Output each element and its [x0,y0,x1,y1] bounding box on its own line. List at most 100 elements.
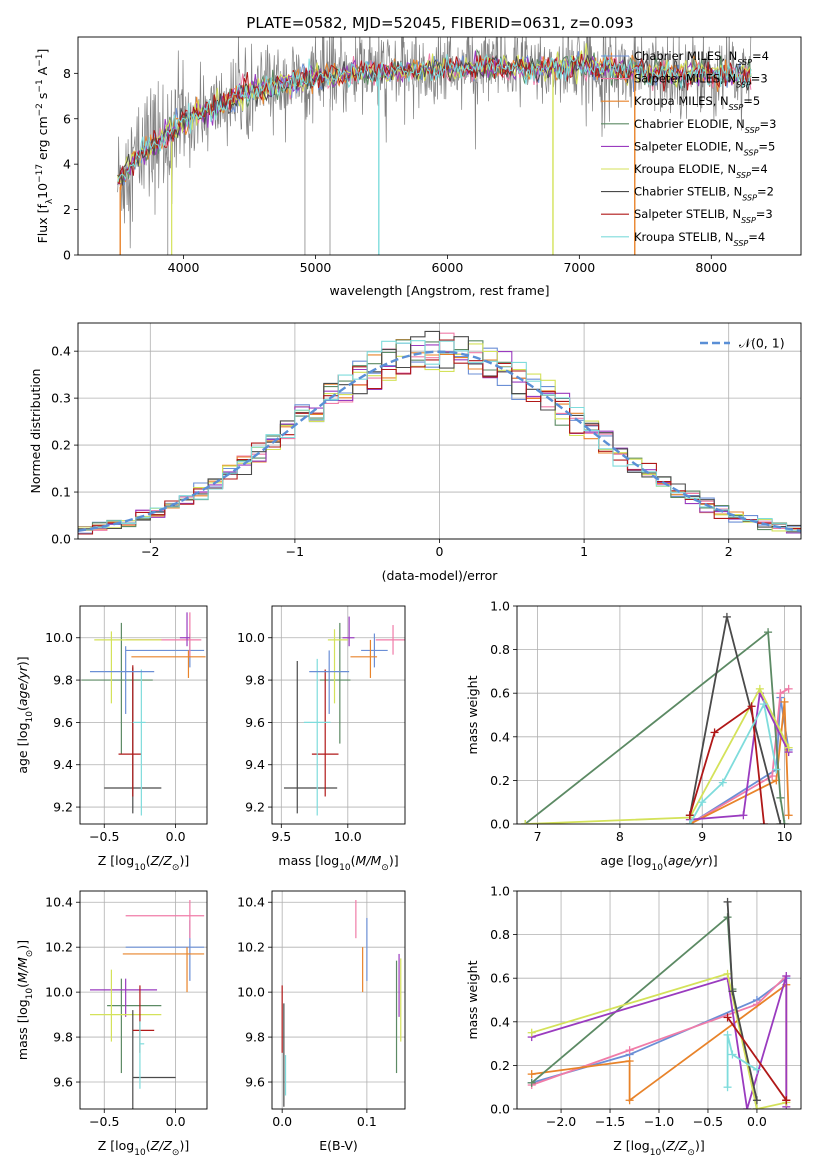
y-tick-label: 0.1 [51,485,71,500]
mass-weight-marker [723,1013,732,1022]
panel-spectrum: 4000 5000 6000 7000 8000 0 2 4 6 8 Chabrier MILES,… [35,36,802,298]
errorbar-point [132,669,146,816]
x-axis-label: (data-model)/error [382,568,499,583]
x-tick-label: 0 [436,544,444,559]
mass-weight-marker [710,728,719,737]
y-tick-label: 9.4 [53,757,73,772]
mass-weight-marker [776,689,785,698]
x-tick-label: −0.5 [89,829,119,844]
x-tick-label: 7000 [563,260,595,275]
mass-weight-marker [752,1105,761,1109]
mass-weight-marker [764,628,773,637]
mass-weight-marker [718,778,727,787]
plot-area [78,330,801,535]
y-tick-label: 0.8 [490,642,510,657]
errorbar-point [375,625,405,655]
x-tick-label: −0.5 [693,1114,723,1129]
plot-area [81,612,206,816]
mass-weight-line [531,975,788,1109]
x-tick-label: 8000 [695,260,727,275]
mass-weight-marker [782,1096,791,1105]
mass-weight-marker [739,811,748,820]
mass-weight-marker [759,820,768,824]
y-tick-label: 0.4 [490,729,510,744]
x-tick-label: 1 [580,544,588,559]
x-tick-label: 5000 [300,260,332,275]
y-tick-label: 0.3 [51,391,71,406]
normal-curve [78,350,801,532]
mass-weight-marker [685,811,694,820]
plot-area [89,899,205,1109]
legend-entry: Salpeter MILES, NSSP=3 [634,72,768,90]
y-tick-label: 0.6 [490,971,510,986]
y-tick-label: 10.4 [237,895,265,910]
mass-weight-marker [625,1096,634,1105]
panel-weight_vs_Z: −2.0 −1.5 −1.0 −0.5 0.0 0.0 0.2 0.4 0.6 0.8 1.0 Z [… [465,884,802,1158]
x-axis-label: mass [log10(M/M⊙)] [278,853,398,873]
y-tick-label: 10.0 [45,985,73,1000]
y-axis-label: age [log10(age/yr)] [15,656,35,773]
y-tick-label: 9.4 [245,757,265,772]
legend-entry: Chabrier MILES, NSSP=4 [634,49,769,67]
y-tick-label: 0.0 [51,532,71,547]
x-axis-label: Z [log10(Z/Z⊙)] [613,1138,704,1158]
mass-weight-marker [625,1046,634,1055]
spectrum-model-line [117,53,752,182]
mass-weight-marker [759,700,768,709]
legend-entry: Kroupa STELIB, NSSP=4 [634,230,765,248]
mass-weight-marker [521,820,530,824]
y-tick-label: 0.2 [490,1058,510,1073]
mass-weight-marker [780,820,789,824]
errorbar-point [89,969,162,1042]
y-tick-label: 10.2 [237,940,265,955]
axes-frame [77,322,802,540]
errorbar-point [131,650,206,678]
errorbar-point [350,639,378,678]
errorbar-point [107,978,162,1074]
y-tick-label: 10.2 [45,940,73,955]
mass-weight-line [689,704,765,824]
errorbar-point [118,665,142,797]
x-tick-label: 6000 [432,260,464,275]
legend-entry: Salpeter STELIB, NSSP=3 [634,207,773,225]
mass-weight-marker [784,811,793,820]
errorbar-point [342,616,355,647]
plot-area [281,899,402,1107]
y-tick-label: 9.6 [53,1075,73,1090]
x-tick-label: −0.5 [89,1114,119,1129]
mass-weight-marker [768,772,777,781]
axes-frame [77,36,802,256]
x-tick-label: −1.5 [595,1114,625,1129]
mass-weight-marker [776,820,785,824]
x-axis-label: wavelength [Angstrom, rest frame] [329,283,549,298]
errorbar-point [122,947,205,993]
y-tick-label: 9.2 [245,800,265,815]
mass-weight-marker [728,987,737,996]
mass-weight-marker [752,1065,761,1074]
legend-entry: Kroupa MILES, NSSP=5 [634,94,760,112]
x-tick-label: 0.0 [166,829,186,844]
axes-frame [79,605,208,825]
mass-weight-marker [755,684,764,693]
mass-weight-marker [782,972,791,981]
y-tick-label: 9.8 [53,1030,73,1045]
figure-title: PLATE=0582, MJD=52045, FIBERID=0631, z=0… [246,14,633,32]
mass-weight-marker [728,1050,737,1059]
x-tick-label: 0.0 [747,1114,767,1129]
y-axis-label: mass [log10(M/M⊙)] [15,940,35,1060]
mass-weight-marker [625,1057,634,1066]
plot-area [527,897,791,1109]
y-axis-label: mass weight [465,960,480,1039]
x-tick-label: 7 [534,829,542,844]
axes-frame [516,605,802,825]
x-tick-label: 0.1 [357,1114,377,1129]
mass-weight-line [689,701,790,824]
y-tick-label: 1.0 [490,599,510,614]
x-tick-label: 10 [777,829,793,844]
y-axis-label: Normed distribution [28,369,43,494]
y-tick-label: 0.4 [51,344,71,359]
errorbar-point [311,669,339,797]
x-tick-label: 2 [725,544,733,559]
y-tick-label: 10.0 [237,985,265,1000]
mass-weight-marker [723,1030,732,1039]
